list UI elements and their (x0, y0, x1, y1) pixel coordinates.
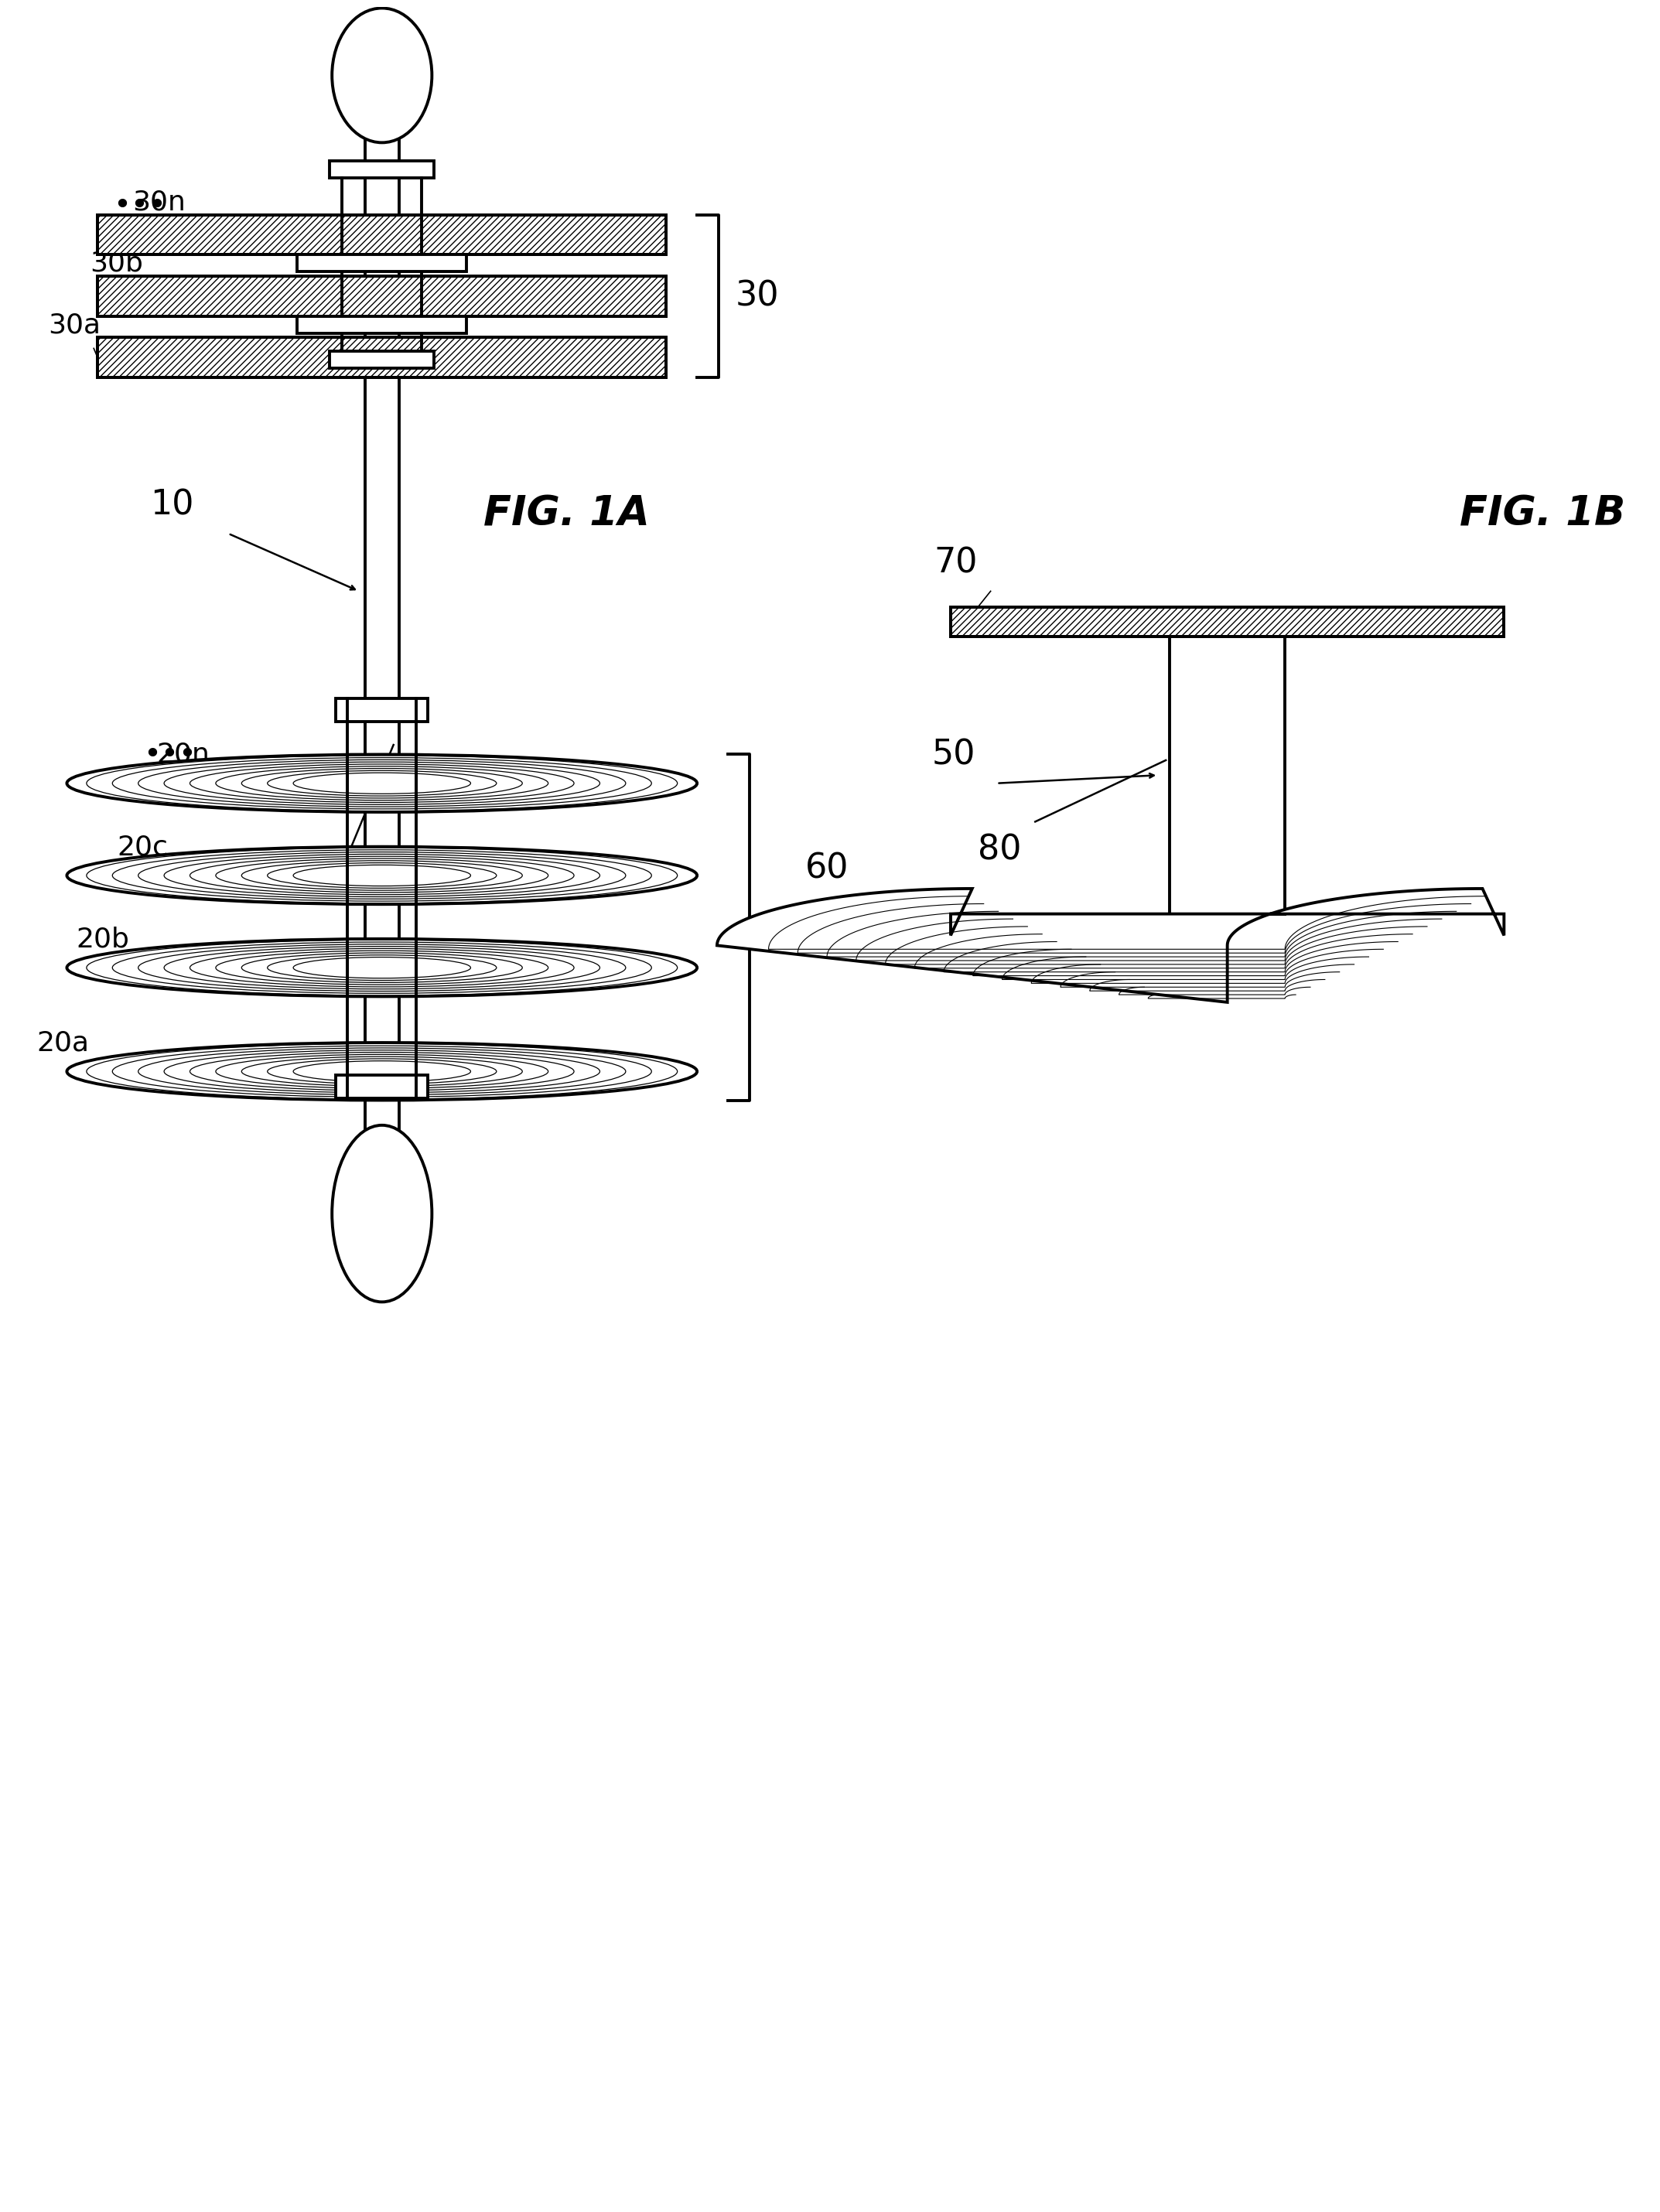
Bar (297, 254, 466, 272)
Text: 70: 70 (935, 546, 978, 580)
Bar (98, 276, 666, 316)
Text: 30n: 30n (133, 188, 186, 215)
Text: 20c: 20c (118, 834, 168, 860)
Bar (951, 608, 1504, 637)
Text: 20a: 20a (37, 1031, 90, 1055)
Bar (335, 699, 428, 721)
Ellipse shape (332, 1126, 432, 1303)
Ellipse shape (66, 754, 697, 812)
Polygon shape (717, 889, 1504, 1002)
Bar (98, 215, 666, 254)
Bar (330, 161, 435, 177)
Text: •••: ••• (143, 741, 196, 770)
Ellipse shape (66, 938, 697, 995)
Text: 60: 60 (805, 852, 850, 885)
Text: FIG. 1B: FIG. 1B (1459, 493, 1625, 535)
Text: 20b: 20b (76, 927, 129, 953)
Bar (1170, 637, 1285, 914)
Text: 30b: 30b (90, 250, 143, 276)
Text: 50: 50 (931, 739, 976, 772)
Text: 10: 10 (149, 489, 194, 522)
Bar (951, 608, 1504, 637)
Text: 30: 30 (735, 279, 779, 312)
Bar (98, 276, 666, 316)
Bar (98, 338, 666, 378)
Bar (297, 316, 466, 334)
Text: 30a: 30a (48, 312, 101, 338)
Ellipse shape (332, 9, 432, 142)
Text: 40: 40 (314, 869, 357, 902)
Text: 80: 80 (978, 834, 1021, 867)
Bar (98, 215, 666, 254)
Text: FIG. 1A: FIG. 1A (483, 493, 649, 535)
Ellipse shape (66, 847, 697, 905)
Bar (98, 338, 666, 378)
Ellipse shape (66, 1042, 697, 1099)
Bar (330, 352, 435, 369)
Text: 20n: 20n (156, 741, 209, 768)
Bar (335, 1075, 428, 1099)
Text: •••: ••• (113, 192, 166, 221)
Text: 20: 20 (767, 911, 810, 945)
